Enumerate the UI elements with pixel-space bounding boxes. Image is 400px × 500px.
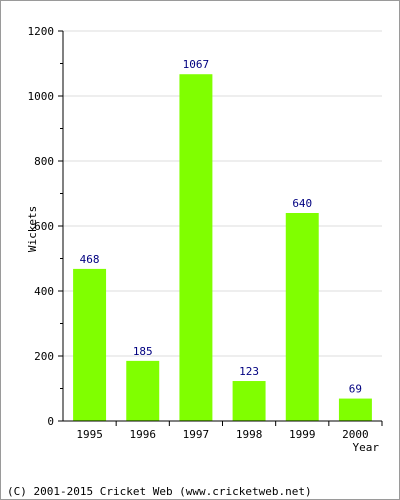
value-labels: 468 185 1067 123 640 69 [80,58,362,395]
x-tick-label: 1997 [183,428,210,441]
bar-1997 [179,74,213,421]
x-tick-label: 1999 [289,428,316,441]
value-label: 640 [292,197,312,210]
bar-1999 [285,213,319,421]
x-tick-label: 1995 [76,428,103,441]
x-tick-label: 1998 [236,428,263,441]
y-tick-label: 400 [34,285,54,298]
y-tick-label: 0 [47,415,54,428]
x-tick-label: 1996 [130,428,157,441]
x-tick-label: 2000 [342,428,369,441]
x-ticks: 1995 1996 1997 1998 1999 2000 [76,421,383,441]
bar-1995 [73,268,107,421]
y-tick-label: 600 [34,220,54,233]
bar-1996 [126,360,160,421]
x-axis-title: Year [353,441,380,454]
y-tick-label: 1200 [28,25,55,38]
value-label: 69 [349,383,362,396]
y-axis-title: Wickets [26,206,39,252]
y-tick-label: 800 [34,155,54,168]
copyright-footer: (C) 2001-2015 Cricket Web (www.cricketwe… [7,485,312,498]
y-ticks: 0 200 400 600 800 1000 1200 [28,25,63,428]
value-label: 123 [239,365,259,378]
bar-2000 [338,398,372,421]
value-label: 468 [80,253,100,266]
value-label: 185 [133,345,153,358]
y-tick-label: 200 [34,350,54,363]
y-tick-label: 1000 [28,90,55,103]
value-label: 1067 [183,58,210,71]
grid [63,30,382,357]
bars [73,74,372,421]
bar-1998 [232,381,266,421]
